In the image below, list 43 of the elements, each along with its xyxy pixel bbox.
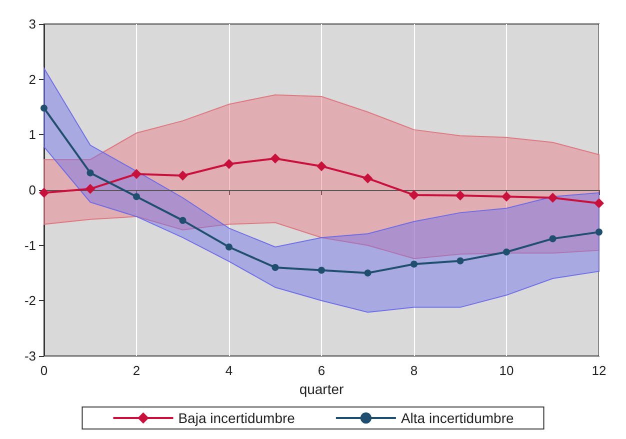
- point: [409, 190, 419, 200]
- point: [270, 153, 280, 164]
- y-tick-label: -3: [24, 348, 36, 364]
- point: [456, 257, 464, 264]
- x-axis-title: quarter: [299, 380, 344, 397]
- point: [85, 184, 96, 194]
- point: [503, 248, 510, 256]
- point: [318, 266, 325, 274]
- point: [316, 161, 326, 172]
- legend-label: Baja incertidumbre: [178, 410, 296, 426]
- point: [548, 192, 558, 203]
- point: [362, 173, 373, 184]
- y-tick-label: 3: [28, 16, 36, 32]
- y-tick-label: 1: [28, 127, 36, 142]
- x-tick-label: 6: [318, 363, 326, 378]
- x-tick-label: 4: [225, 363, 233, 378]
- point: [133, 193, 140, 200]
- y-tick-label: -2: [24, 293, 36, 308]
- point: [178, 170, 188, 181]
- point: [224, 158, 234, 169]
- legend-label: Alta incertidumbre: [400, 410, 514, 426]
- point: [455, 190, 466, 201]
- x-tick-label: 2: [132, 363, 140, 378]
- point: [596, 228, 602, 236]
- x-tick-label: 10: [499, 363, 514, 378]
- point: [502, 192, 512, 202]
- point: [594, 198, 604, 208]
- point: [179, 216, 186, 224]
- y-tick-label: 0: [28, 182, 36, 198]
- x-tick-label: 12: [592, 363, 606, 378]
- point: [226, 243, 232, 250]
- x-tick-label: 0: [40, 363, 48, 378]
- y-tick-label: 2: [28, 72, 36, 87]
- point: [364, 270, 372, 276]
- point: [549, 235, 556, 242]
- x-tick-label: 8: [410, 363, 418, 378]
- y-tick-label: -1: [24, 238, 36, 253]
- point: [86, 169, 94, 176]
- point: [132, 168, 142, 179]
- point: [410, 260, 418, 268]
- point: [272, 264, 279, 271]
- point: [39, 188, 49, 198]
- point: [40, 104, 48, 112]
